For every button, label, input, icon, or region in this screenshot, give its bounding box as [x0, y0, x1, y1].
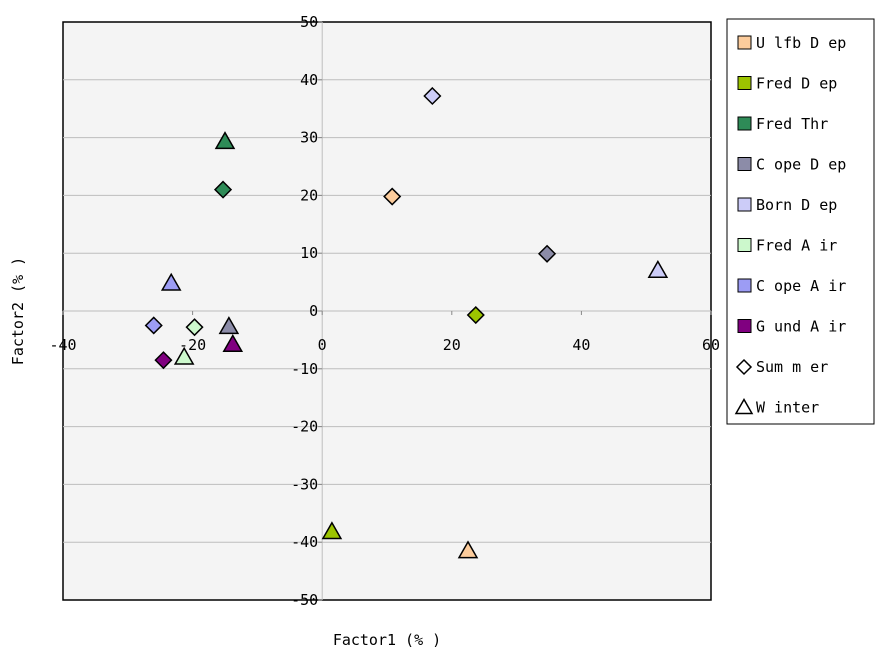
y-tick-label: 40 — [300, 71, 318, 89]
winter-triangle-point — [214, 131, 236, 150]
axes — [62, 21, 712, 601]
y-tick-label: 10 — [300, 244, 318, 262]
summer-diamond-point — [466, 305, 485, 325]
x-axis-label: Factor1 (% ) — [333, 631, 441, 649]
legend-swatch — [737, 319, 752, 333]
y-tick-label: -50 — [291, 591, 318, 609]
y-axis-label: Factor2 (% ) — [9, 257, 27, 365]
x-tick-label: 20 — [443, 336, 461, 354]
winter-triangle-point — [218, 316, 240, 335]
legend-entry: W inter — [756, 399, 819, 417]
legend-entry: Fred D ep — [756, 75, 837, 93]
legend-swatch — [737, 197, 752, 212]
legend-entry: Fred Thr — [756, 115, 828, 133]
triangle-icon — [734, 397, 754, 415]
legend-swatch — [737, 35, 752, 50]
legend-swatch — [737, 278, 752, 293]
legend-swatch — [737, 76, 752, 90]
gridlines — [63, 79, 711, 543]
legend-entry: U lfb D ep — [756, 34, 846, 52]
winter-triangle-point — [222, 334, 244, 353]
legend-swatch — [737, 116, 752, 131]
legend-entry: Born D ep — [756, 196, 837, 214]
legend-entry: G und A ir — [756, 318, 846, 336]
x-tick-label: 60 — [702, 336, 720, 354]
y-tick-label: 50 — [300, 13, 318, 31]
winter-triangle-point — [457, 540, 479, 559]
winter-triangle-point — [321, 521, 343, 540]
legend-swatch — [737, 157, 752, 171]
legend-entry: C ope A ir — [756, 277, 846, 295]
winter-triangle-point — [160, 272, 182, 291]
legend-entry: C ope D ep — [756, 156, 846, 174]
summer-diamond-point — [154, 351, 173, 370]
winter-triangle-point — [647, 260, 669, 279]
y-tick-label: 20 — [300, 186, 318, 204]
x-tick-label: 0 — [318, 336, 327, 354]
legend-entry: Sum m er — [756, 358, 828, 376]
legend-entry: Fred A ir — [756, 237, 837, 255]
data-points — [144, 86, 669, 559]
legend: U lfb D ep Fred D ep Fred Thr C ope D ep Bor… — [726, 18, 875, 425]
summer-diamond-point — [185, 318, 204, 337]
summer-diamond-point — [383, 187, 402, 206]
summer-diamond-point — [423, 86, 442, 106]
x-tick-label: -20 — [179, 336, 206, 354]
y-tick-label: 30 — [300, 129, 318, 147]
y-tick-label: 0 — [309, 302, 318, 320]
summer-diamond-point — [537, 244, 557, 263]
y-tick-label: -30 — [291, 475, 318, 493]
legend-swatch — [737, 238, 752, 252]
y-tick-label: -10 — [291, 360, 318, 378]
winter-triangle-point — [173, 346, 195, 365]
y-tick-label: -20 — [291, 418, 318, 436]
summer-diamond-point — [213, 180, 233, 199]
diamond-icon — [735, 358, 753, 376]
y-tick-label: -40 — [291, 533, 318, 551]
x-tick-label: -40 — [49, 336, 76, 354]
x-tick-label: 40 — [572, 336, 590, 354]
summer-diamond-point — [144, 316, 163, 335]
